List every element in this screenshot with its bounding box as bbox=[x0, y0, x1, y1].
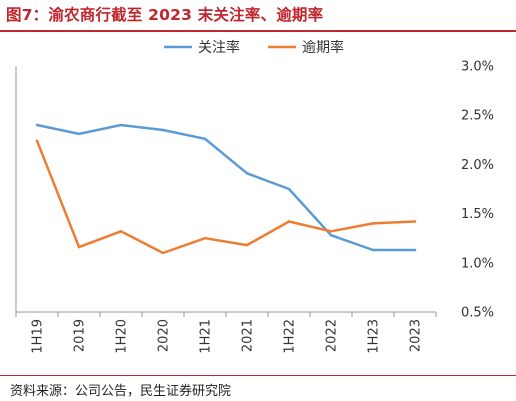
y-tick-label: 2.0% bbox=[461, 158, 494, 173]
x-tick-label: 2022 bbox=[325, 319, 340, 352]
data-point bbox=[119, 230, 123, 233]
data-point bbox=[35, 139, 39, 142]
data-point bbox=[35, 123, 39, 127]
series-line-1 bbox=[35, 123, 417, 252]
data-point bbox=[413, 248, 417, 252]
data-point bbox=[329, 230, 333, 233]
source-note: 资料来源：公司公告，民生证券研究院 bbox=[10, 384, 232, 399]
data-point bbox=[287, 187, 291, 191]
data-point bbox=[245, 172, 249, 175]
x-tick-label: 2019 bbox=[73, 319, 88, 352]
data-point bbox=[245, 243, 249, 247]
data-point bbox=[161, 251, 165, 255]
series-line-2 bbox=[35, 139, 417, 255]
x-tick-label: 1H22 bbox=[283, 319, 298, 354]
x-tick-label: 1H23 bbox=[367, 319, 382, 354]
data-point bbox=[371, 222, 375, 225]
x-tick-label: 1H20 bbox=[115, 319, 130, 354]
footer-rule bbox=[0, 375, 516, 376]
chart-title: 图7：渝农商行截至 2023 末关注率、逾期率 bbox=[6, 6, 324, 24]
series-layer bbox=[35, 123, 417, 255]
data-point bbox=[77, 132, 81, 136]
data-point bbox=[287, 220, 291, 223]
x-tick-labels: 1H19 2019 1H20 2020 1H21 2021 1H22 2022 1H23 2023 bbox=[31, 319, 424, 354]
legend: 关注率 逾期率 bbox=[164, 39, 344, 56]
axes bbox=[15, 66, 437, 317]
x-tick-label: 1H19 bbox=[31, 319, 46, 354]
data-point bbox=[77, 245, 81, 249]
data-point bbox=[161, 128, 165, 132]
x-tick-label: 2023 bbox=[409, 319, 424, 352]
legend-label: 逾期率 bbox=[302, 39, 344, 56]
y-tick-label: 3.0% bbox=[461, 60, 494, 75]
y-tick-label: 1.5% bbox=[461, 207, 494, 222]
legend-label: 关注率 bbox=[198, 39, 240, 56]
y-tick-label: 1.0% bbox=[461, 256, 494, 271]
data-point bbox=[203, 137, 207, 141]
data-point bbox=[203, 237, 207, 240]
data-point bbox=[329, 234, 333, 237]
y-tick-label: 0.5% bbox=[461, 306, 494, 321]
title-rule bbox=[0, 30, 516, 32]
x-tick-label: 2020 bbox=[157, 319, 172, 352]
data-point bbox=[371, 248, 375, 252]
y-tick-label: 2.5% bbox=[461, 109, 494, 124]
x-tick-label: 2021 bbox=[241, 319, 256, 352]
x-tick-label: 1H21 bbox=[199, 319, 214, 354]
data-point bbox=[413, 220, 417, 223]
data-point bbox=[119, 123, 123, 127]
y-tick-labels: 0.5% 1.0% 1.5% 2.0% 2.5% 3.0% bbox=[461, 60, 494, 321]
